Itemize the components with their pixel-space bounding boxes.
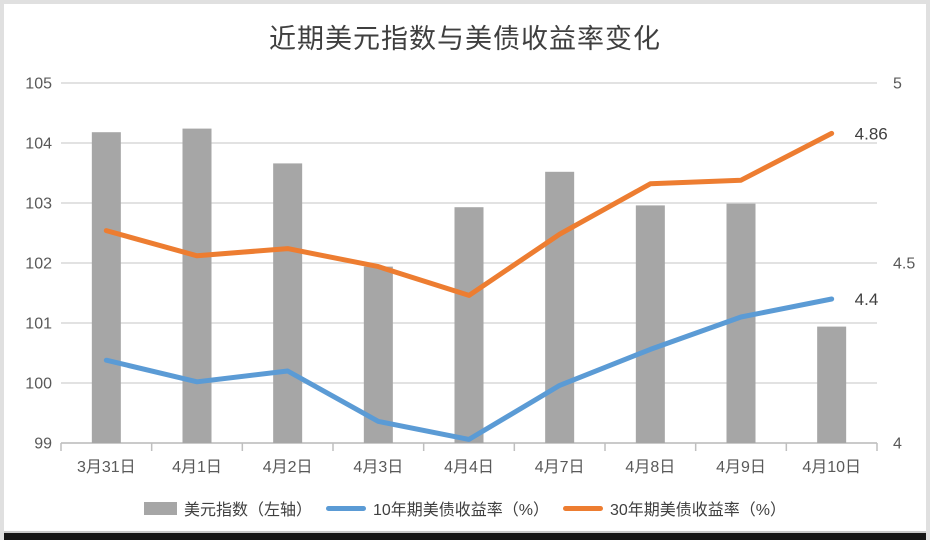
dollar-index-bar: [454, 207, 484, 443]
left-axis-tick-label: 102: [25, 256, 52, 273]
x-axis-category-label: 4月3日: [353, 459, 403, 476]
dollar-index-bar: [726, 203, 756, 443]
x-axis-category-label: 4月7日: [535, 459, 585, 476]
left-axis-tick-label: 99: [34, 436, 52, 453]
left-axis-tick-label: 103: [25, 196, 52, 213]
legend-line-swatch: [563, 505, 603, 511]
legend-item: 美元指数（左轴）: [143, 496, 312, 520]
dollar-index-bar: [545, 171, 575, 444]
chart-plot-area: 105 104 103 102 101 100 99 5 4.5 4 3月31日 4月1日 4月2日 4月…: [25, 76, 915, 477]
x-axis-category-label: 4月9日: [716, 459, 766, 476]
dollar-index-bar: [273, 163, 303, 443]
x-axis-category-label: 3月31日: [77, 459, 136, 476]
data-label: 4.86: [855, 124, 888, 143]
x-axis-category-label: 4月4日: [444, 459, 494, 476]
legend-item: 30年期美债收益率（%）: [563, 496, 786, 520]
right-axis-tick-label: 4: [893, 436, 902, 453]
yield-10y-line: [103, 296, 835, 442]
right-axis-tick-label: 5: [893, 76, 902, 93]
yield-30y-line: [103, 130, 835, 298]
legend-label: 10年期美债收益率（%）: [372, 502, 549, 519]
x-axis-category-label: 4月2日: [263, 459, 313, 476]
dollar-index-bar: [182, 128, 212, 443]
left-axis-tick-label: 105: [25, 76, 52, 93]
dollar-index-bar: [91, 132, 121, 443]
left-axis-tick-label: 104: [25, 136, 52, 153]
x-axis-category-label: 4月8日: [625, 459, 675, 476]
x-axis-category-label: 4月1日: [172, 459, 222, 476]
chart-legend: 美元指数（左轴） 10年期美债收益率（%） 30年期美债收益率（%）: [4, 496, 926, 520]
legend-item: 10年期美债收益率（%）: [325, 496, 549, 520]
legend-line-swatch: [325, 505, 366, 511]
x-axis-category-label: 4月10日: [802, 459, 861, 476]
right-axis-tick-label: 4.5: [893, 256, 915, 273]
chart-title: 近期美元指数与美债收益率变化: [269, 24, 661, 54]
window-bottom-edge: [4, 531, 926, 540]
legend-label: 30年期美债收益率（%）: [610, 502, 787, 519]
legend-label: 美元指数（左轴）: [183, 502, 312, 519]
legend-bar-swatch: [143, 501, 177, 515]
dollar-index-bar: [817, 326, 847, 443]
data-label: 4.4: [855, 290, 879, 309]
left-axis-tick-label: 101: [25, 316, 52, 333]
left-axis-tick-label: 100: [25, 376, 52, 393]
dollar-index-bar: [635, 205, 665, 443]
